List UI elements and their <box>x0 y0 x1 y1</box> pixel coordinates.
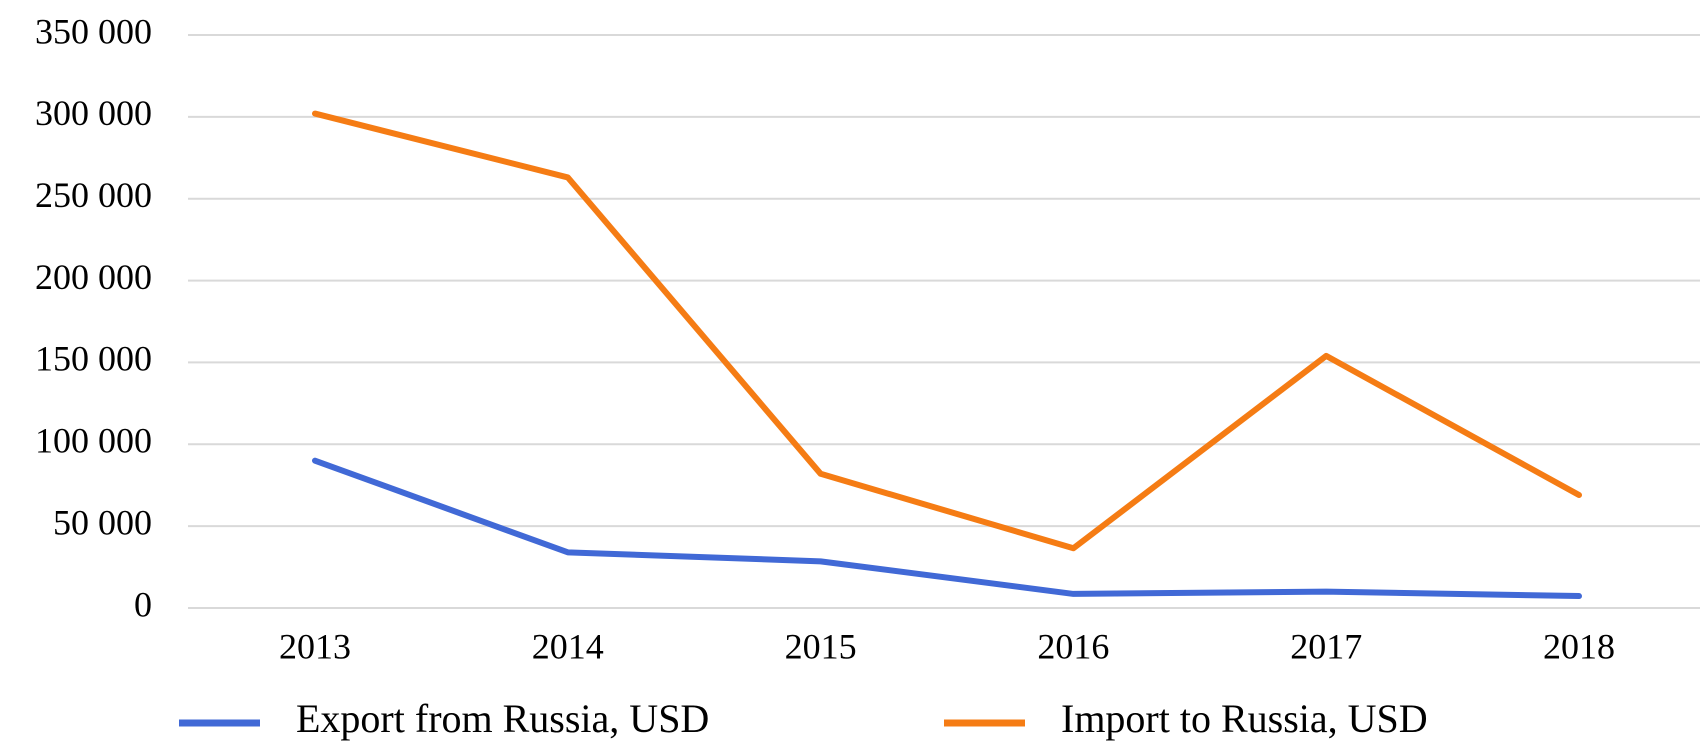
legend-label: Import to Russia, USD <box>1061 696 1428 741</box>
y-tick-label: 100 000 <box>35 421 152 461</box>
y-tick-label: 350 000 <box>35 11 152 51</box>
y-tick-label: 150 000 <box>35 339 152 379</box>
x-tick-label: 2018 <box>1543 626 1615 666</box>
x-tick-label: 2015 <box>785 626 857 666</box>
data-line <box>312 457 1582 600</box>
x-tick-label: 2014 <box>532 626 604 666</box>
y-tick-label: 200 000 <box>35 257 152 297</box>
legend-label: Export from Russia, USD <box>296 696 709 741</box>
y-tick-label: 250 000 <box>35 175 152 215</box>
x-tick-label: 2017 <box>1290 626 1362 666</box>
x-tick-label: 2016 <box>1037 626 1109 666</box>
y-tick-label: 300 000 <box>35 93 152 133</box>
data-line <box>312 110 1582 552</box>
x-tick-label: 2013 <box>279 626 351 666</box>
y-tick-label: 0 <box>134 584 152 624</box>
y-tick-label: 50 000 <box>53 502 152 542</box>
